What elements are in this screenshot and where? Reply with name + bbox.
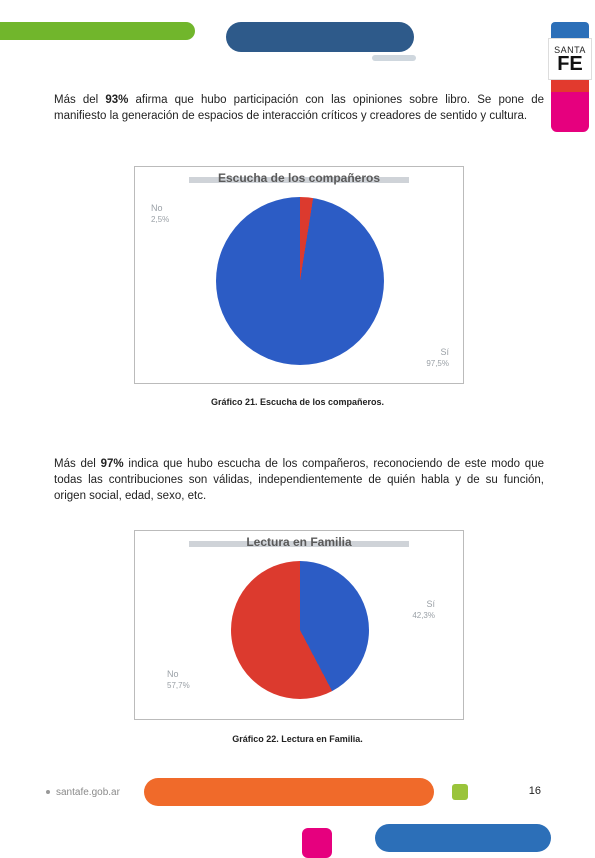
paragraph-2: Más del 97% indica que hubo escucha de l… [54, 456, 544, 504]
chart-1-label-no: No 2,5% [151, 203, 169, 225]
decor-bar-green [0, 22, 195, 40]
decor-footer-orange [144, 778, 434, 806]
chart-2-label-si: Sí 42,3% [412, 599, 435, 621]
bold-pct-2: 97% [101, 458, 124, 470]
logo-stripe-red [551, 80, 589, 92]
logo-cap [551, 22, 589, 38]
footer-url: santafe.gob.ar [46, 787, 120, 798]
logo-stripe-pink [551, 92, 589, 132]
chart-1-caption: Gráfico 21. Escucha de los compañeros. [0, 397, 595, 407]
decor-footer-pink [302, 828, 332, 858]
chart-1-label-si-pct: 97,5% [426, 359, 449, 368]
decor-bar-blue [226, 22, 414, 52]
chart-1-title: Escucha de los compañeros [135, 171, 463, 185]
chart-1-label-si-text: Sí [440, 347, 449, 357]
chart-2-label-no: No 57,7% [167, 669, 190, 691]
chart-1-label-si: Sí 97,5% [426, 347, 449, 369]
chart-2-caption: Gráfico 22. Lectura en Familia. [0, 734, 595, 744]
decor-footer-blue [375, 824, 551, 852]
chart-1-pie [216, 197, 384, 365]
paragraph-1: Más del 93% afirma que hubo participació… [54, 92, 544, 124]
chart-2-label-no-text: No [167, 669, 179, 679]
decor-bar-thin [372, 55, 416, 61]
decor-footer-green [452, 784, 468, 800]
brand-logo: SANTA FE [545, 22, 595, 142]
chart-1-frame: Escucha de los compañeros No 2,5% Sí 97,… [134, 166, 464, 384]
chart-2-pie [231, 561, 369, 699]
chart-2-label-si-text: Sí [426, 599, 435, 609]
page-number: 16 [529, 785, 541, 797]
chart-2-frame: Lectura en Familia No 57,7% Sí 42,3% [134, 530, 464, 720]
chart-2-label-no-pct: 57,7% [167, 681, 190, 690]
chart-1-label-no-text: No [151, 203, 163, 213]
logo-text-fe: FE [557, 55, 583, 73]
chart-2-label-si-pct: 42,3% [412, 611, 435, 620]
logo-box: SANTA FE [548, 38, 592, 80]
chart-1-label-no-pct: 2,5% [151, 215, 169, 224]
bold-pct-1: 93% [105, 94, 128, 106]
chart-2-title: Lectura en Familia [135, 535, 463, 549]
